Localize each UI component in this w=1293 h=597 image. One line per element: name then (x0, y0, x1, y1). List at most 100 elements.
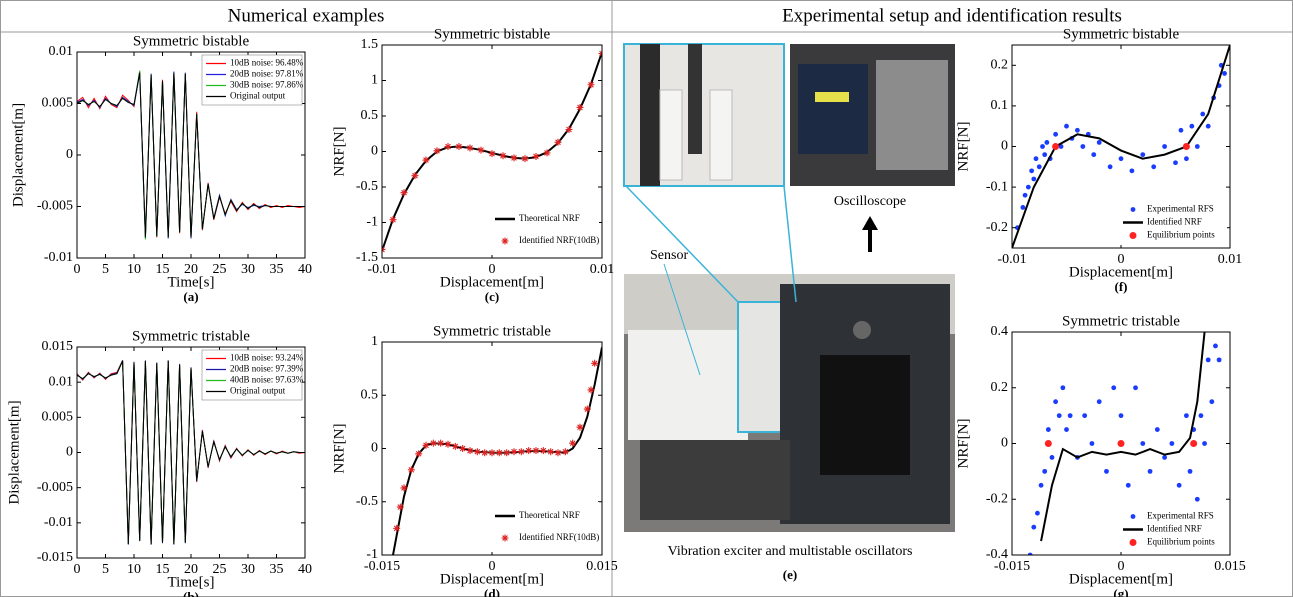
star-marker (401, 189, 408, 196)
legend-label: Equilibrium points (1147, 537, 1215, 547)
star-marker (533, 153, 540, 160)
x-tick-label: 0.01 (1218, 252, 1243, 267)
y-tick-label: 0.01 (49, 374, 74, 389)
scatter-dot (1064, 124, 1069, 129)
y-tick-label: -0.4 (986, 547, 1008, 562)
star-marker (456, 143, 463, 150)
scatter-dot (1179, 128, 1184, 133)
chart-title: Symmetric bistable (133, 33, 250, 49)
star-marker (390, 216, 397, 223)
star-marker (423, 157, 430, 164)
photo-detail (640, 44, 660, 186)
y-tick-label: 1 (371, 334, 378, 349)
y-tick-label: 0.4 (991, 324, 1009, 339)
panel-label: (c) (485, 289, 499, 304)
legend-label: Experimental RFS (1147, 511, 1214, 521)
photo-detail (853, 321, 871, 339)
panel-label: (a) (183, 289, 198, 304)
legend-label: 10dB noise: 96.48% (230, 58, 304, 68)
y-tick-label: 0.5 (361, 387, 379, 402)
star-marker (478, 147, 485, 154)
scatter-dot (1053, 399, 1058, 404)
x-tick-label: 0.01 (590, 262, 615, 277)
y-axis-label: NRF[N] (331, 423, 347, 473)
legend-label: Original output (230, 91, 286, 101)
scatter-dot (1199, 413, 1204, 418)
point-marker (1052, 143, 1059, 150)
photo-detail (876, 60, 948, 170)
legend-swatch (1131, 514, 1136, 519)
legend-swatch (1130, 539, 1137, 546)
x-tick-label: 5 (102, 562, 109, 577)
scatter-dot (1189, 124, 1194, 129)
x-tick-label: 5 (102, 262, 109, 277)
legend-label: 30dB noise: 97.86% (230, 80, 304, 90)
star-marker (401, 484, 408, 491)
star-marker (566, 126, 573, 133)
scatter-dot (1188, 469, 1193, 474)
y-tick-label: 0 (66, 445, 73, 460)
scatter-dot (1206, 357, 1211, 362)
x-tick-label: 10 (127, 562, 141, 577)
star-marker (500, 152, 507, 159)
scatter-dot (1133, 385, 1138, 390)
scatter-dot (1108, 164, 1113, 169)
x-tick-label: 35 (270, 562, 284, 577)
chart-title: Symmetric tristable (132, 328, 250, 344)
scatter-dot (1060, 385, 1065, 390)
scatter-dot (1184, 413, 1189, 418)
y-tick-label: 0.015 (42, 339, 74, 354)
scatter-dot (1082, 413, 1087, 418)
legend-swatch (1130, 232, 1137, 239)
scatter-dot (1046, 427, 1051, 432)
scatter-dot (1140, 441, 1145, 446)
legend-label: Experimental RFS (1147, 204, 1214, 214)
legend-label: Original output (230, 386, 286, 396)
x-tick-label: 30 (241, 262, 255, 277)
scatter-dot (1206, 124, 1211, 129)
panel-label: (d) (484, 586, 500, 597)
photo-detail (688, 44, 702, 154)
photo-detail (660, 90, 682, 180)
panel-label: (g) (1113, 586, 1128, 597)
y-axis-label: NRF[N] (955, 121, 971, 171)
point-marker (1118, 440, 1125, 447)
y-tick-label: -0.005 (37, 199, 73, 214)
y-tick-label: 0.5 (361, 108, 379, 123)
y-tick-label: 0.1 (991, 98, 1009, 113)
scatter-dot (1202, 441, 1207, 446)
scatter-dot (1200, 112, 1205, 117)
x-tick-label: 40 (298, 562, 312, 577)
scatter-dot (1034, 156, 1039, 161)
photo-label: Sensor (650, 248, 688, 263)
point-marker (1190, 440, 1197, 447)
panel-label: (f) (1115, 279, 1128, 294)
y-tick-label: -1.5 (356, 250, 378, 265)
legend-swatch (1131, 207, 1136, 212)
scatter-dot (1184, 156, 1189, 161)
scatter-dot (1195, 497, 1200, 502)
legend-swatch (502, 535, 509, 542)
scatter-dot (1064, 427, 1069, 432)
x-tick-label: 10 (127, 262, 141, 277)
x-tick-label: 25 (213, 262, 227, 277)
y-tick-label: 0 (1001, 436, 1008, 451)
chart-title: Symmetric tristable (1062, 313, 1180, 329)
y-tick-label: 0 (66, 147, 73, 162)
star-marker (577, 104, 584, 111)
x-tick-label: 0.015 (1214, 559, 1246, 574)
photo-detail (815, 92, 849, 102)
scatter-dot (1023, 193, 1028, 198)
y-tick-label: -1 (366, 547, 378, 562)
chart-title: Symmetric bistable (1063, 26, 1180, 42)
x-tick-label: 0 (74, 262, 81, 277)
star-marker (467, 144, 474, 151)
y-tick-label: 0 (1001, 139, 1008, 154)
chart-title: Symmetric tristable (433, 323, 551, 339)
scatter-dot (1042, 152, 1047, 157)
y-tick-label: -0.2 (986, 491, 1008, 506)
scatter-dot (1040, 144, 1045, 149)
y-tick-label: -0.01 (44, 515, 73, 530)
legend-label: 20dB noise: 97.39% (230, 364, 304, 374)
point-marker (1183, 143, 1190, 150)
